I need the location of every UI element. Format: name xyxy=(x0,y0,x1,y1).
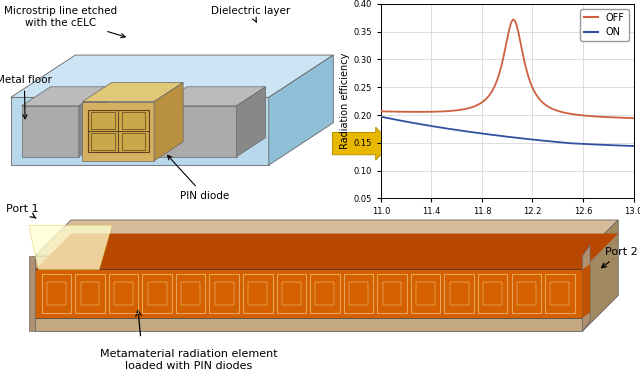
X-axis label: Frequency (GHz): Frequency (GHz) xyxy=(464,222,550,232)
Bar xyxy=(416,282,435,305)
Polygon shape xyxy=(157,106,237,156)
Bar xyxy=(142,274,172,313)
Text: PIN diode: PIN diode xyxy=(168,155,229,200)
Bar xyxy=(377,274,407,313)
Bar xyxy=(248,282,268,305)
Bar xyxy=(344,274,373,313)
Bar xyxy=(310,274,340,313)
Bar xyxy=(517,282,536,305)
Polygon shape xyxy=(582,220,618,331)
Polygon shape xyxy=(83,102,154,161)
Bar xyxy=(316,282,334,305)
Polygon shape xyxy=(11,55,333,98)
Polygon shape xyxy=(35,220,618,256)
Bar xyxy=(92,133,115,150)
Bar xyxy=(209,274,239,313)
Text: Dielectric layer: Dielectric layer xyxy=(211,6,291,22)
Text: Microstrip line etched
with the cELC: Microstrip line etched with the cELC xyxy=(4,6,125,38)
Bar xyxy=(411,274,440,313)
Bar xyxy=(383,282,401,305)
Bar xyxy=(181,282,200,305)
Bar xyxy=(550,282,569,305)
Polygon shape xyxy=(582,245,590,331)
Bar xyxy=(215,282,234,305)
Polygon shape xyxy=(35,256,582,331)
Bar xyxy=(92,112,115,129)
Text: Port 2: Port 2 xyxy=(602,247,637,268)
Polygon shape xyxy=(79,87,108,156)
Bar xyxy=(545,274,575,313)
Text: Metal floor: Metal floor xyxy=(0,76,52,119)
Bar xyxy=(88,110,148,152)
Bar xyxy=(478,274,508,313)
Bar xyxy=(349,282,368,305)
Polygon shape xyxy=(83,82,183,102)
Polygon shape xyxy=(35,270,582,318)
Bar xyxy=(282,282,301,305)
Bar xyxy=(122,133,145,150)
Polygon shape xyxy=(22,87,108,106)
Bar xyxy=(114,282,133,305)
Polygon shape xyxy=(11,98,269,165)
Bar xyxy=(276,274,306,313)
Bar xyxy=(148,282,166,305)
Polygon shape xyxy=(22,106,79,156)
Polygon shape xyxy=(269,55,333,165)
Bar xyxy=(483,282,502,305)
Polygon shape xyxy=(154,82,183,161)
Text: Metamaterial radiation element
loaded with PIN diodes: Metamaterial radiation element loaded wi… xyxy=(100,349,278,371)
Polygon shape xyxy=(237,87,266,156)
Bar xyxy=(81,282,99,305)
Bar xyxy=(42,274,71,313)
Text: Port 1: Port 1 xyxy=(6,204,39,218)
Bar xyxy=(47,282,66,305)
Legend: OFF, ON: OFF, ON xyxy=(580,9,628,41)
Y-axis label: Radiation efficiency: Radiation efficiency xyxy=(340,53,351,149)
Bar xyxy=(122,112,145,129)
Bar xyxy=(450,282,468,305)
Bar xyxy=(444,274,474,313)
Bar xyxy=(76,274,105,313)
Polygon shape xyxy=(29,225,112,270)
Polygon shape xyxy=(35,234,618,270)
FancyArrow shape xyxy=(333,127,392,160)
Bar xyxy=(511,274,541,313)
Bar xyxy=(109,274,138,313)
Polygon shape xyxy=(29,256,35,331)
Bar xyxy=(176,274,205,313)
Polygon shape xyxy=(582,264,590,318)
Polygon shape xyxy=(157,87,266,106)
Bar xyxy=(243,274,273,313)
